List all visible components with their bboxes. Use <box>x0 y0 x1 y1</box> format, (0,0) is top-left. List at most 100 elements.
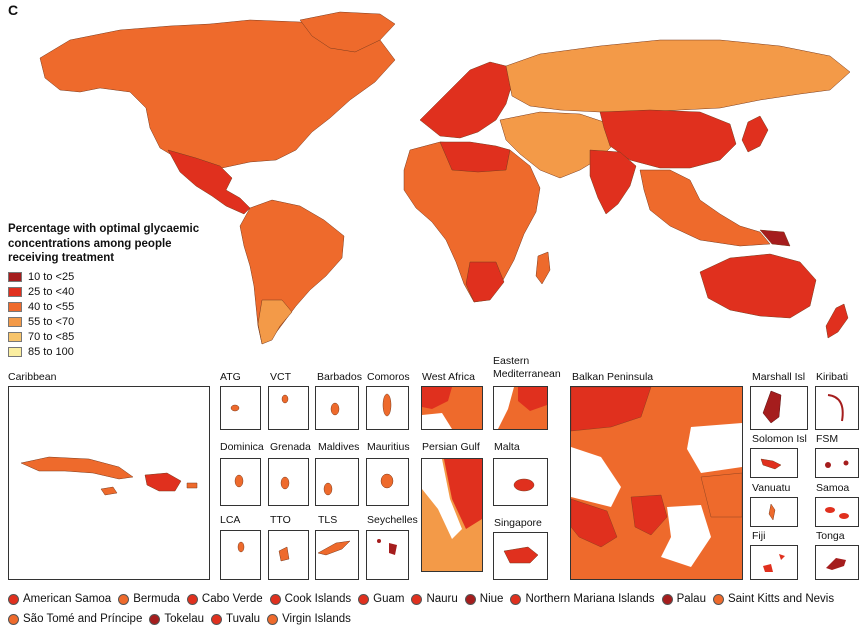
legend-label: 10 to <25 <box>28 270 75 283</box>
inset-label-fiji: Fiji <box>752 530 766 542</box>
iran-shape <box>444 459 482 529</box>
inset-label-west-africa: West Africa <box>422 371 475 383</box>
territory-dot <box>8 614 19 625</box>
territory-item: Tuvalu <box>210 611 261 628</box>
west-africa-coast <box>422 387 452 409</box>
inset-label-malta: Malta <box>494 441 520 453</box>
inset-label-maldives: Maldives <box>318 441 360 453</box>
inset-label-eastern-med-line2: Mediterranean <box>493 368 561 380</box>
territory-item: Bermuda <box>118 591 180 608</box>
inset-label-kiribati: Kiribati <box>816 371 849 383</box>
russia-region <box>505 39 851 113</box>
maldives-shape <box>323 482 333 496</box>
inset-label-grenada: Grenada <box>270 441 311 453</box>
territory-dot <box>8 594 19 605</box>
solomon-shape <box>760 458 782 470</box>
inset-fiji <box>750 545 798 580</box>
legend-title: Percentage with optimal glycaemic concen… <box>8 222 233 266</box>
inset-dominica <box>220 458 261 506</box>
legend-item: 25 to <40 <box>8 285 238 299</box>
north-america-region <box>39 19 396 171</box>
inset-vanuatu <box>750 497 798 527</box>
inset-samoa <box>815 497 859 527</box>
inset-lca <box>220 530 261 580</box>
territory-label: Tuvalu <box>225 613 261 625</box>
trinidad-shape <box>278 546 290 562</box>
inset-solomon <box>750 448 798 478</box>
inset-label-tonga: Tonga <box>816 530 845 542</box>
inset-label-solomon: Solomon Isl <box>752 433 807 445</box>
legend-label: 25 to <40 <box>28 285 75 298</box>
legend-swatch <box>8 271 22 282</box>
india-region <box>589 149 637 215</box>
argentina-region <box>257 299 293 345</box>
territory-label: São Tomé and Príncipe <box>23 613 143 625</box>
hispaniola-shape <box>144 472 182 492</box>
japan-region <box>741 115 769 153</box>
legend-swatch <box>8 331 22 342</box>
territory-dot <box>118 594 130 605</box>
territory-dot <box>712 594 724 605</box>
inset-comoros <box>366 386 409 430</box>
samoa-shape-2 <box>839 513 849 519</box>
legend-swatch <box>8 316 22 327</box>
black-sea <box>687 423 742 473</box>
inset-label-dominica: Dominica <box>220 441 264 453</box>
greece-shape <box>630 494 668 536</box>
balkan-north <box>571 387 652 432</box>
legend-item: 85 to 100 <box>8 345 238 359</box>
inset-label-lca: LCA <box>220 514 241 526</box>
inset-seychelles <box>366 530 409 580</box>
territory-label: Northern Mariana Islands <box>525 593 655 605</box>
inset-atg <box>220 386 261 430</box>
new-zealand-region <box>825 303 849 339</box>
territory-item: Saint Kitts and Nevis <box>712 591 834 608</box>
territory-dot <box>464 594 476 605</box>
inset-caribbean <box>8 386 210 580</box>
legend-swatch <box>8 346 22 357</box>
inset-label-balkan: Balkan Peninsula <box>572 371 654 383</box>
legend-label: 55 to <70 <box>28 315 75 328</box>
territory-item: American Samoa <box>8 591 111 608</box>
jamaica-shape <box>100 486 118 496</box>
new-guinea-region <box>759 229 791 247</box>
territory-item: Northern Mariana Islands <box>510 591 655 608</box>
territory-item: São Tomé and Príncipe <box>8 611 142 628</box>
territory-dot <box>210 614 222 625</box>
puerto-rico-shape <box>186 482 198 489</box>
southern-africa-region <box>465 261 505 303</box>
inset-label-tls: TLS <box>318 514 338 526</box>
marshall-shape <box>762 390 782 424</box>
china-region <box>599 109 737 169</box>
inset-label-persian-gulf: Persian Gulf <box>422 441 480 453</box>
inset-malta <box>493 458 548 506</box>
north-africa-region <box>439 141 511 173</box>
territory-label: Niue <box>479 593 504 605</box>
world-map <box>39 11 851 345</box>
small-territories-legend: American Samoa Bermuda Cabo Verde Cook Isla… <box>8 591 858 631</box>
madagascar-region <box>535 251 551 285</box>
comoros-shape <box>382 393 392 417</box>
legend-label: 40 to <55 <box>28 300 75 313</box>
territory-item: Cook Islands <box>269 591 352 608</box>
inset-label-barbados: Barbados <box>317 371 362 383</box>
inset-label-eastern-med-line1: Eastern <box>493 355 530 367</box>
inset-label-atg: ATG <box>220 371 241 383</box>
territory-label: Cook Islands <box>284 593 352 605</box>
inset-label-comoros: Comoros <box>367 371 410 383</box>
legend-title-line: Percentage with optimal glycaemic <box>8 223 200 235</box>
legend-label: 85 to 100 <box>28 345 74 358</box>
seychelles-islet <box>377 539 381 543</box>
cuba-shape <box>20 456 134 480</box>
inset-label-mauritius: Mauritius <box>367 441 410 453</box>
inset-label-seychelles: Seychelles <box>367 514 418 526</box>
territory-dot <box>411 594 423 605</box>
territory-label: Nauru <box>426 593 458 605</box>
inset-barbados <box>315 386 359 430</box>
territory-item: Niue <box>464 591 504 608</box>
inset-marshall <box>750 386 808 430</box>
legend-swatch <box>8 286 22 297</box>
barbados-shape <box>330 402 340 416</box>
territory-item: Cabo Verde <box>186 591 263 608</box>
territory-dot <box>358 594 370 605</box>
